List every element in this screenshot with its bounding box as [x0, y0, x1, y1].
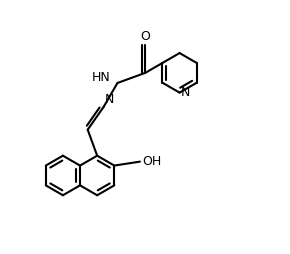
Text: O: O — [140, 30, 150, 43]
Text: HN: HN — [92, 71, 111, 84]
Text: N: N — [105, 93, 114, 106]
Text: OH: OH — [142, 155, 161, 168]
Text: N: N — [181, 86, 190, 99]
